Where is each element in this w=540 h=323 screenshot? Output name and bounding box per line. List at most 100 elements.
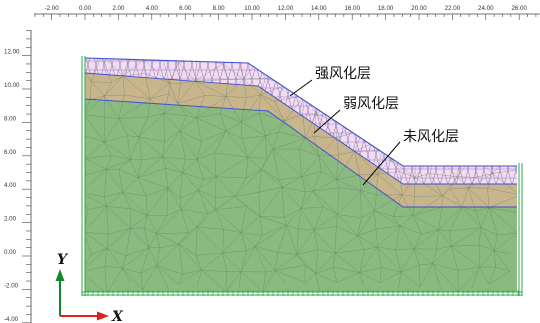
mesh-line	[104, 116, 119, 119]
mesh-line	[169, 82, 181, 84]
mesh-line	[246, 94, 261, 99]
left-tick-label: 10.00	[4, 82, 20, 89]
left-ruler-ticks	[22, 30, 31, 323]
mesh-line	[305, 190, 313, 192]
top-tick-label: 2.00	[112, 5, 125, 12]
top-tick-label: 24.00	[478, 5, 494, 12]
mesh-line	[163, 113, 187, 116]
mesh-line	[256, 60, 282, 64]
hatch-line	[28, 50, 68, 200]
mesh-line	[179, 130, 186, 160]
mesh-line	[169, 82, 178, 104]
mesh-line	[475, 173, 493, 178]
mesh-line	[409, 111, 441, 121]
mesh-line	[104, 95, 119, 119]
mesh-line	[439, 93, 460, 112]
mesh-line	[396, 119, 410, 121]
mesh-line	[240, 232, 263, 236]
mesh-line	[495, 266, 510, 272]
mesh-line	[196, 159, 217, 177]
mesh-line	[493, 250, 511, 272]
mesh-line	[390, 159, 416, 178]
mesh-line	[277, 120, 285, 133]
mesh-line	[196, 130, 227, 160]
mesh-line	[240, 246, 256, 272]
mesh-line	[456, 83, 470, 85]
mesh-line	[196, 117, 202, 142]
mesh-line	[91, 81, 105, 96]
mesh-line	[399, 171, 416, 178]
mesh-line	[477, 58, 501, 64]
unweathered-layer-region[interactable]	[85, 99, 517, 292]
mesh-line	[296, 254, 306, 266]
left-tick-label: -4.00	[4, 316, 19, 323]
mesh-line	[377, 173, 403, 196]
mesh-line	[491, 150, 516, 161]
mesh-line	[313, 136, 337, 138]
mesh-line	[272, 132, 279, 150]
mesh-line	[122, 268, 131, 283]
mesh-line	[500, 58, 510, 64]
mesh-line	[122, 268, 142, 274]
mesh-line	[398, 272, 402, 288]
mesh-line	[149, 82, 170, 100]
mesh-line	[305, 113, 317, 138]
mesh-line	[197, 226, 224, 230]
mesh-line	[432, 263, 459, 292]
mesh-line	[337, 214, 362, 219]
mesh-line	[182, 172, 199, 191]
mesh-line	[395, 249, 402, 273]
mesh-line	[198, 189, 216, 198]
mesh-line	[430, 173, 443, 197]
mesh-line	[167, 172, 183, 189]
mesh-line	[222, 250, 247, 254]
mesh-line	[226, 130, 243, 139]
mesh-line	[238, 271, 242, 289]
mesh-line	[137, 177, 168, 189]
mesh-line	[178, 232, 189, 245]
mesh-line	[265, 135, 267, 159]
mesh-line	[374, 194, 403, 211]
mesh-line	[106, 169, 124, 193]
mesh-line	[243, 77, 266, 80]
mesh-line	[357, 235, 378, 248]
mesh-line	[412, 195, 443, 216]
mesh-line	[118, 98, 151, 119]
mesh-line	[147, 215, 157, 234]
mesh-line	[240, 232, 256, 247]
mesh-line	[149, 98, 165, 114]
mesh-line	[178, 62, 196, 82]
mesh-line	[142, 265, 157, 290]
mesh-line	[111, 75, 124, 83]
mesh-line	[225, 130, 249, 158]
mesh-line	[497, 232, 517, 236]
mesh-line	[302, 113, 306, 138]
mesh-line	[106, 268, 123, 292]
mesh-line	[138, 136, 142, 160]
slope-model[interactable]	[20, 50, 540, 296]
mesh-line	[305, 137, 320, 157]
top-tick-label: 14.00	[311, 5, 327, 12]
left-tick-label: 6.00	[4, 149, 17, 156]
mesh-line	[432, 249, 437, 264]
strongly-weathered-layer-region[interactable]	[85, 58, 517, 184]
mesh-line	[284, 95, 305, 122]
mesh-line	[362, 130, 379, 141]
top-tick-label: 6.00	[179, 5, 192, 12]
mesh-line	[226, 96, 247, 99]
mesh-line	[243, 78, 261, 95]
mesh-line	[432, 263, 442, 291]
mesh-line	[130, 136, 140, 160]
mesh-line	[500, 58, 502, 83]
mesh-line	[265, 131, 279, 137]
mesh-line	[479, 250, 495, 268]
weakly-weathered-layer-region[interactable]	[85, 73, 517, 207]
mesh-line	[336, 226, 358, 236]
mesh-line	[488, 207, 498, 236]
mesh-line	[246, 206, 260, 217]
mesh-line	[274, 264, 306, 271]
mesh-line	[431, 79, 460, 95]
mesh-line	[195, 79, 228, 82]
mesh-line	[179, 189, 199, 199]
